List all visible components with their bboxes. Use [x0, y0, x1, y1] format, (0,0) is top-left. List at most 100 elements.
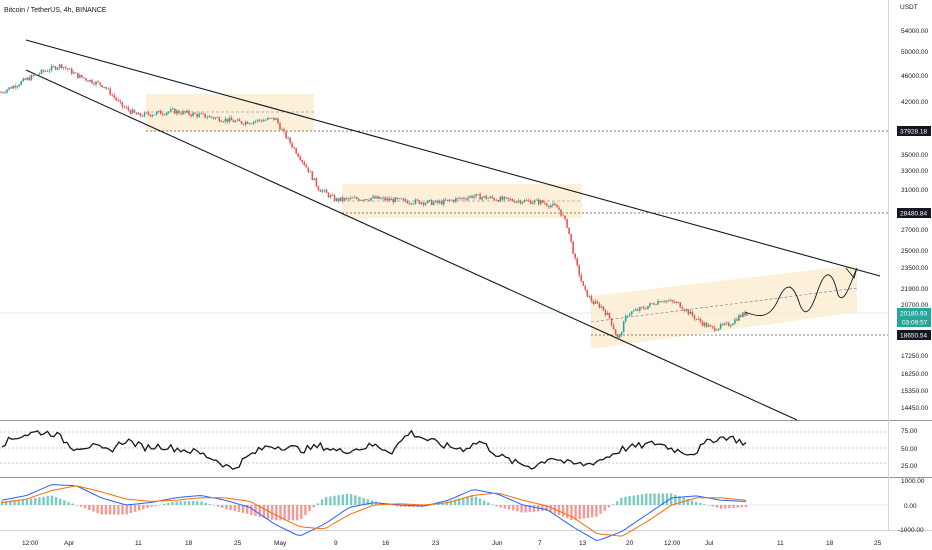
candle-body: [151, 115, 154, 117]
macd-histogram-bar: [732, 505, 735, 508]
candle-body: [269, 117, 271, 119]
candle-body: [174, 108, 176, 114]
current-price-tag[interactable]: 20180.93 03:09:57: [897, 308, 931, 327]
macd-histogram-bar: [187, 501, 191, 505]
candle-body: [539, 200, 542, 204]
candle-body: [123, 106, 126, 108]
candle-body: [281, 129, 283, 131]
candle-body: [653, 303, 655, 305]
macd-histogram-bar: [154, 505, 157, 506]
candle-body: [677, 302, 680, 303]
macd-histogram-bar: [678, 496, 681, 505]
candle-body: [434, 200, 437, 203]
candle-body: [153, 114, 156, 116]
upper-trendline[interactable]: [25, 39, 881, 277]
macd-histogram-bar: [283, 505, 286, 521]
candle-body: [647, 306, 649, 310]
candle-body: [44, 70, 47, 72]
candle-body: [178, 110, 180, 114]
candle-body: [701, 321, 704, 326]
candle-body: [250, 123, 253, 125]
macd-histogram-bar: [362, 497, 365, 505]
candle-body: [58, 64, 61, 68]
rsi-panel[interactable]: 75.00 50.00 25.00: [0, 428, 918, 471]
candle-body: [54, 66, 57, 70]
candle-body: [497, 200, 500, 202]
price-tick: 50000.00: [901, 49, 928, 56]
price-tick: 35000.00: [901, 152, 928, 159]
macd-histogram-bar: [183, 501, 187, 505]
range-zone-april[interactable]: [146, 94, 314, 131]
candle-body: [645, 308, 647, 310]
candle-body: [592, 301, 595, 304]
time-tick: 25: [874, 540, 882, 547]
candle-body: [50, 66, 53, 71]
candle-body: [637, 309, 639, 311]
time-tick: 20: [626, 540, 634, 547]
level-tag-28480[interactable]: 28480.84: [897, 208, 931, 218]
lower-trendline[interactable]: [25, 69, 798, 421]
candle-body: [307, 167, 310, 172]
candle-body: [606, 312, 609, 315]
price-axis[interactable]: 54000.00 50000.00 46000.00 42000.00 3500…: [901, 28, 928, 412]
candle-body: [394, 197, 397, 203]
candle-body: [267, 117, 269, 120]
candle-body: [507, 197, 510, 200]
macd-histogram-bar: [728, 505, 731, 509]
candle-body: [75, 72, 77, 74]
candle-body: [176, 110, 178, 114]
candle-body: [531, 202, 534, 204]
candle-body: [111, 94, 114, 96]
candle-body: [147, 112, 150, 115]
macd-histogram-bar: [437, 503, 440, 505]
level-tag-18650[interactable]: 18650.54: [897, 330, 931, 340]
candle-body: [709, 325, 712, 327]
candle-body: [109, 88, 111, 95]
macd-histogram-bar: [512, 505, 515, 511]
macd-panel[interactable]: 1000.00 0.00 -1000.00: [0, 478, 925, 542]
macd-histogram-bar: [520, 505, 523, 513]
macd-histogram-bar: [586, 505, 590, 518]
candle-body: [519, 200, 522, 204]
candle-body: [12, 85, 14, 89]
macd-histogram-bar: [453, 499, 457, 505]
macd-histogram-bar: [636, 494, 640, 505]
candle-body: [378, 196, 380, 199]
level-tag-bg: [897, 208, 931, 218]
range-zone-june[interactable]: [591, 265, 857, 349]
time-axis[interactable]: 12:00 Apr 11 18 25 May 9 16 23 Jun 7 13 …: [22, 540, 882, 547]
macd-histogram-bar: [653, 493, 656, 505]
macd-histogram-bar: [241, 505, 245, 513]
candle-body: [560, 209, 562, 216]
candle-body: [248, 123, 251, 125]
candle-body: [699, 318, 702, 322]
macd-histogram-bar: [599, 505, 602, 514]
candle-body: [87, 80, 89, 82]
candle-body: [20, 81, 23, 85]
price-tick: 16250.00: [901, 371, 928, 378]
candle-body: [218, 117, 221, 122]
macd-histogram-bar: [516, 505, 519, 512]
macd-histogram-bar: [308, 505, 311, 512]
price-tick: 20700.00: [901, 302, 928, 309]
candle-body: [446, 199, 449, 201]
level-tag-37928[interactable]: 37928.18: [897, 126, 931, 136]
candle-body: [527, 200, 530, 202]
candle-body: [28, 77, 31, 81]
candle-body: [529, 200, 532, 204]
macd-histogram-bar: [341, 494, 345, 505]
candle-body: [614, 329, 617, 335]
candlestick-series: [0, 63, 748, 340]
candle-body: [172, 108, 174, 110]
candle-body: [309, 171, 312, 173]
macd-histogram-bar: [611, 504, 615, 505]
candle-body: [327, 192, 330, 198]
projection-path[interactable]: [744, 269, 857, 317]
candle-body: [161, 114, 164, 115]
candle-body: [641, 307, 643, 309]
macd-histogram-bar: [532, 505, 536, 512]
candle-body: [85, 78, 87, 81]
macd-histogram-bar: [254, 505, 257, 516]
macd-histogram-bar: [711, 505, 714, 507]
